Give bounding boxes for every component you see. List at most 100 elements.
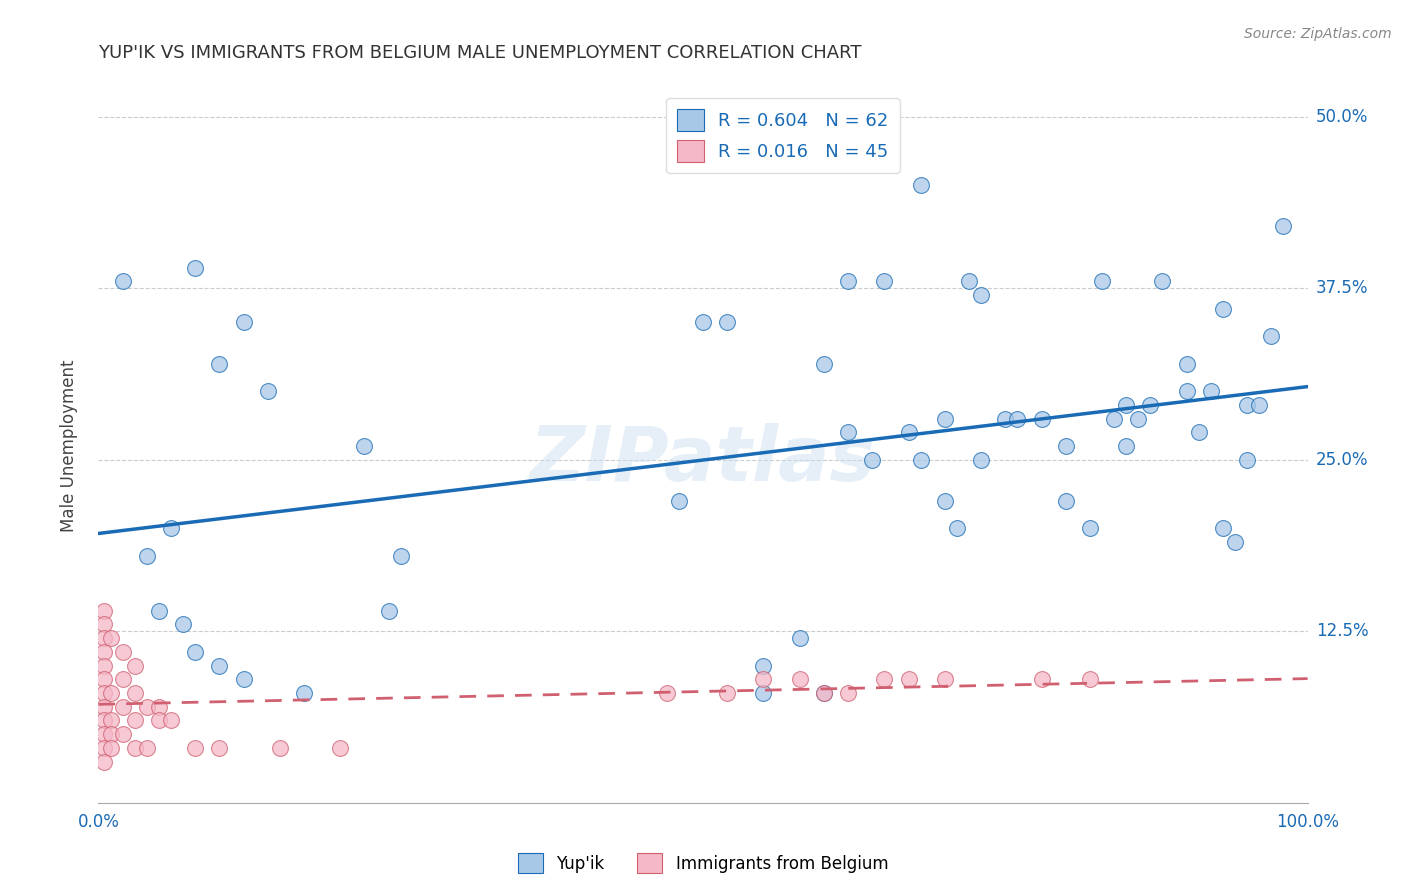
Point — [184, 260, 207, 275]
Point — [124, 686, 146, 700]
Point — [716, 686, 738, 700]
Point — [135, 549, 157, 563]
Point — [1078, 673, 1101, 687]
Point — [1078, 521, 1101, 535]
Point — [93, 658, 115, 673]
Point — [160, 714, 183, 728]
Point — [100, 740, 122, 755]
Point — [389, 549, 412, 563]
Point — [184, 645, 207, 659]
Point — [1236, 398, 1258, 412]
Point — [1054, 439, 1077, 453]
Point — [111, 645, 134, 659]
Point — [789, 673, 811, 687]
Point — [1175, 357, 1198, 371]
Point — [1102, 411, 1125, 425]
Point — [1236, 452, 1258, 467]
Text: 25.0%: 25.0% — [1316, 450, 1368, 468]
Point — [1212, 521, 1234, 535]
Point — [970, 452, 993, 467]
Point — [1115, 439, 1137, 453]
Point — [93, 699, 115, 714]
Point — [93, 727, 115, 741]
Point — [100, 631, 122, 645]
Text: 50.0%: 50.0% — [1316, 108, 1368, 126]
Point — [93, 604, 115, 618]
Point — [668, 494, 690, 508]
Point — [269, 740, 291, 755]
Point — [837, 425, 859, 440]
Point — [93, 673, 115, 687]
Point — [692, 316, 714, 330]
Point — [100, 714, 122, 728]
Text: 12.5%: 12.5% — [1316, 623, 1368, 640]
Point — [124, 714, 146, 728]
Point — [994, 411, 1017, 425]
Legend: Yup'ik, Immigrants from Belgium: Yup'ik, Immigrants from Belgium — [510, 847, 896, 880]
Point — [1139, 398, 1161, 412]
Point — [111, 699, 134, 714]
Point — [813, 357, 835, 371]
Point — [1115, 398, 1137, 412]
Point — [100, 727, 122, 741]
Point — [208, 740, 231, 755]
Point — [172, 617, 194, 632]
Point — [1249, 398, 1271, 412]
Point — [1188, 425, 1211, 440]
Point — [1212, 301, 1234, 316]
Point — [1152, 274, 1174, 288]
Point — [934, 411, 956, 425]
Text: YUP'IK VS IMMIGRANTS FROM BELGIUM MALE UNEMPLOYMENT CORRELATION CHART: YUP'IK VS IMMIGRANTS FROM BELGIUM MALE U… — [98, 45, 862, 62]
Point — [353, 439, 375, 453]
Text: Source: ZipAtlas.com: Source: ZipAtlas.com — [1244, 27, 1392, 41]
Point — [1199, 384, 1222, 398]
Point — [897, 673, 920, 687]
Point — [93, 645, 115, 659]
Point — [752, 658, 775, 673]
Point — [970, 288, 993, 302]
Point — [837, 686, 859, 700]
Point — [934, 494, 956, 508]
Point — [111, 727, 134, 741]
Point — [789, 631, 811, 645]
Point — [148, 699, 170, 714]
Point — [873, 673, 896, 687]
Point — [148, 714, 170, 728]
Point — [135, 740, 157, 755]
Point — [1272, 219, 1295, 234]
Point — [897, 425, 920, 440]
Point — [1031, 673, 1053, 687]
Text: ZIPatlas: ZIPatlas — [530, 424, 876, 497]
Point — [910, 452, 932, 467]
Point — [111, 673, 134, 687]
Point — [1223, 535, 1246, 549]
Point — [329, 740, 352, 755]
Point — [1031, 411, 1053, 425]
Point — [184, 740, 207, 755]
Point — [160, 521, 183, 535]
Point — [93, 740, 115, 755]
Point — [813, 686, 835, 700]
Point — [232, 673, 254, 687]
Point — [1054, 494, 1077, 508]
Point — [752, 673, 775, 687]
Point — [148, 604, 170, 618]
Point — [256, 384, 278, 398]
Point — [93, 617, 115, 632]
Point — [837, 274, 859, 288]
Point — [934, 673, 956, 687]
Point — [860, 452, 883, 467]
Point — [957, 274, 980, 288]
Point — [946, 521, 969, 535]
Point — [208, 357, 231, 371]
Point — [135, 699, 157, 714]
Point — [655, 686, 678, 700]
Point — [124, 658, 146, 673]
Point — [716, 316, 738, 330]
Point — [1175, 384, 1198, 398]
Point — [873, 274, 896, 288]
Point — [813, 686, 835, 700]
Point — [377, 604, 399, 618]
Text: 37.5%: 37.5% — [1316, 279, 1368, 297]
Y-axis label: Male Unemployment: Male Unemployment — [59, 359, 77, 533]
